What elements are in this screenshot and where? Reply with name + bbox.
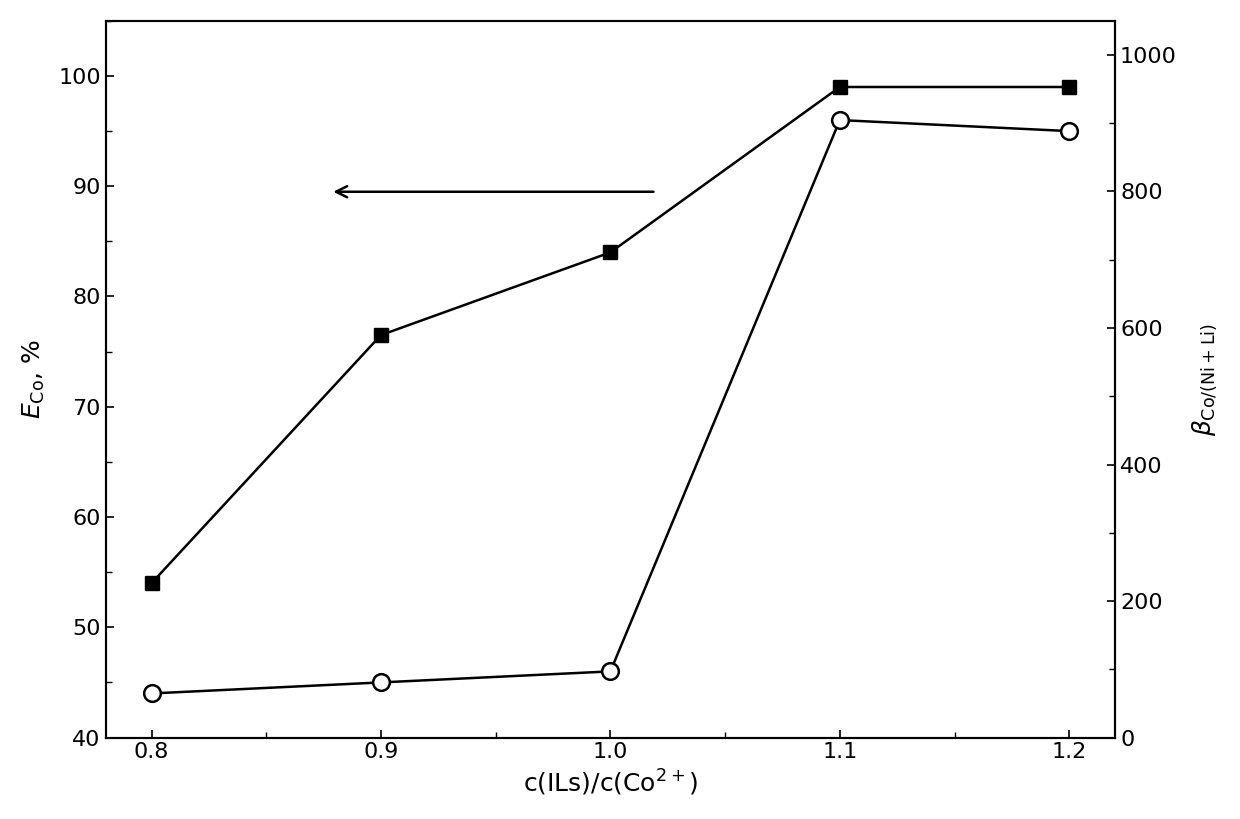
Y-axis label: $E_{\mathrm{Co}}$, %: $E_{\mathrm{Co}}$, % [21, 339, 47, 419]
Y-axis label: $\beta_{\mathrm{Co/(Ni+Li)}}$: $\beta_{\mathrm{Co/(Ni+Li)}}$ [1190, 323, 1219, 436]
X-axis label: c(ILs)/c(Co$^{2+}$): c(ILs)/c(Co$^{2+}$) [523, 768, 698, 799]
